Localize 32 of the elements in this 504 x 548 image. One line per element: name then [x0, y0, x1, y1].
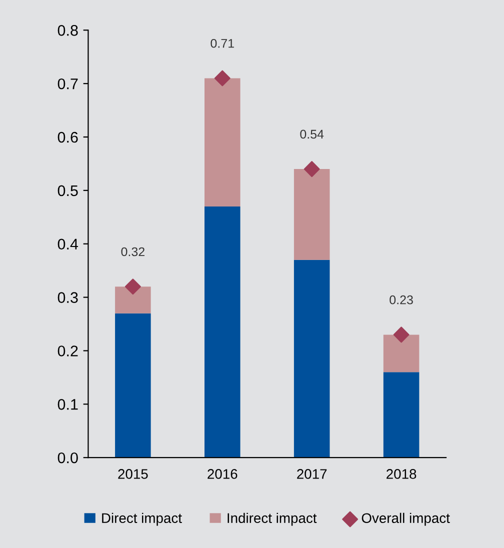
- text: 0.1: [58, 399, 78, 410]
- text: 0.2: [58, 346, 78, 356]
- bar: [204, 206, 240, 458]
- data-label: 0.23: [390, 295, 413, 304]
- bar: [115, 313, 151, 458]
- text: 0.5: [58, 185, 78, 196]
- x-tick-label: 2015: [118, 469, 148, 479]
- x-tick-label: 2016: [208, 469, 238, 479]
- text: 0.3: [58, 292, 78, 303]
- bar: [294, 260, 330, 458]
- x-tick-label: 2018: [386, 469, 416, 479]
- bar: [383, 372, 420, 458]
- data-label: 0.71: [210, 38, 234, 48]
- x-tick-label: 2017: [297, 469, 327, 479]
- data-label: 0.32: [121, 247, 144, 256]
- point: [124, 278, 141, 295]
- data-label: 0.54: [300, 130, 324, 139]
- point: [304, 161, 320, 178]
- text: 0.7: [58, 78, 78, 90]
- point: [214, 70, 230, 86]
- legend-label: Indirect impact: [228, 512, 317, 526]
- legend-label: Direct impact: [102, 512, 182, 526]
- bar: [204, 78, 240, 206]
- text: 0.6: [58, 132, 78, 143]
- legend-label: Overall impact: [362, 512, 450, 526]
- bar: [383, 334, 420, 372]
- bar: [115, 286, 151, 314]
- text: 0.4: [58, 238, 78, 250]
- text: 0.0: [58, 452, 78, 464]
- point: [393, 326, 410, 343]
- text: 0.8: [58, 25, 78, 36]
- bar: [294, 169, 330, 260]
